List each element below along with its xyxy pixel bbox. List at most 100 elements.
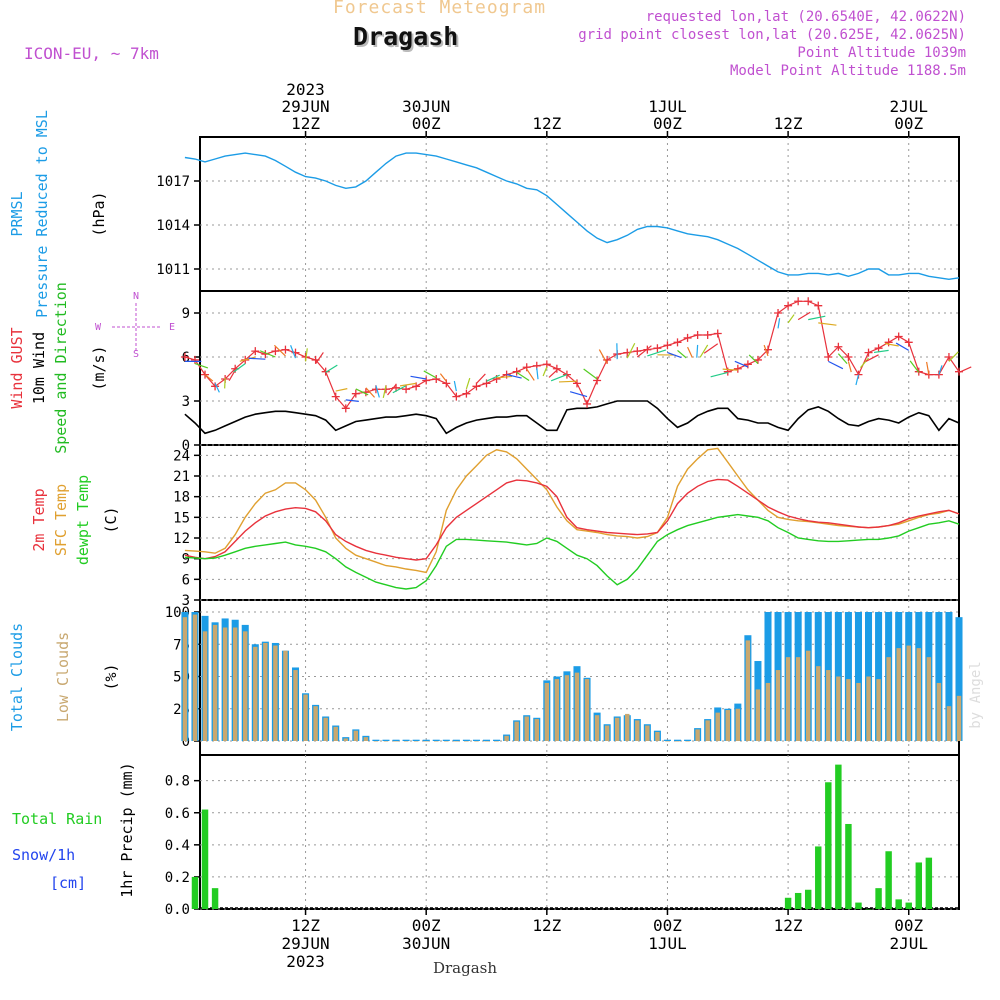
wind-gust-marker [874, 344, 883, 353]
compass-e: E [169, 322, 175, 333]
wind-direction-arrow [583, 368, 598, 380]
precip-tick-label: 0.2 [165, 870, 190, 886]
low-clouds-bar [685, 741, 690, 742]
top-time-label: 00Z [653, 114, 682, 133]
low-clouds-bar [434, 741, 439, 742]
low-clouds-label: Low Clouds [54, 632, 72, 722]
wind-direction-arrow [677, 349, 687, 359]
temp-tick-label: 3 [182, 593, 190, 609]
wind-direction-arrow [647, 349, 667, 357]
station-title: Dragash [353, 22, 459, 51]
wind-direction-arrow [233, 363, 246, 373]
wind-direction-arrow [214, 383, 220, 393]
low-clouds-bar [695, 729, 700, 741]
wind-gust-marker [201, 370, 210, 379]
low-clouds-bar [554, 679, 560, 741]
wind-gust-marker [864, 348, 873, 357]
total-clouds-bar [382, 739, 390, 741]
total-clouds-bar [935, 612, 943, 741]
total-clouds-bar [673, 739, 682, 741]
wind-direction-arrow [273, 344, 286, 357]
top-time-label: 29JUN [281, 97, 329, 116]
wind-direction-arrow [884, 342, 899, 347]
low-clouds-bar [444, 741, 449, 742]
rain-bar [925, 857, 933, 909]
precip-tick-label: 0.6 [165, 806, 190, 822]
total-clouds-bar [462, 739, 470, 741]
low-clouds-bar [755, 689, 761, 741]
low-clouds-bar [383, 741, 389, 742]
rain-bar [865, 909, 872, 910]
rain-bar [784, 897, 792, 909]
wind-gust-marker [331, 392, 340, 401]
wind-direction-arrow [777, 318, 781, 329]
wind-gust-marker [673, 338, 682, 347]
low-clouds-bar [504, 735, 509, 741]
low-clouds-bar [323, 717, 328, 741]
wind-direction-arrow [895, 342, 910, 351]
top-time-label: 2JUL [889, 97, 928, 116]
low-clouds-bar [614, 717, 620, 741]
wind-gust-marker [834, 342, 843, 351]
wind-direction-arrow [763, 344, 769, 357]
wind-direction-arrow [598, 349, 608, 364]
clouds-tick-label: 0 [182, 734, 190, 750]
wind-gust-marker [894, 332, 903, 341]
wind-unit: (m/s) [90, 345, 108, 390]
total-clouds-bar [482, 739, 491, 741]
pressure-tick-label: 1011 [156, 262, 190, 278]
2m-temp-series-line [184, 478, 960, 561]
wind-direction-arrow [423, 370, 437, 379]
wind-direction-arrow [948, 351, 959, 362]
low-clouds-bar [454, 741, 459, 742]
temp-tick-label: 18 [173, 490, 190, 506]
point-altitude: Point Altitude 1039m [797, 45, 966, 61]
precip-tick-label: 0.4 [165, 838, 190, 854]
low-clouds-bar [856, 682, 861, 741]
rain-bar [855, 902, 862, 909]
low-clouds-bar [413, 741, 419, 742]
low-clouds-bar [916, 648, 921, 741]
total-clouds-bar [684, 739, 692, 741]
low-clouds-bar [846, 679, 851, 741]
top-time-label: 12Z [774, 114, 803, 133]
wind-direction-arrow [865, 354, 879, 362]
precip-tick-label: 0.8 [165, 774, 190, 790]
rain-bar [875, 888, 882, 909]
wind-direction-arrow [365, 387, 376, 398]
total-clouds-bar [663, 739, 671, 741]
low-clouds-bar [353, 730, 359, 741]
wind-gust-marker [583, 399, 592, 408]
low-clouds-bar [715, 712, 720, 741]
low-clouds-bar [625, 713, 630, 741]
wind-gust-marker [562, 370, 571, 379]
wind-gust-marker [824, 353, 833, 361]
wind-direction-arrow [569, 391, 588, 398]
bottom-time-label: 00Z [894, 916, 923, 935]
low-clouds-bar [665, 741, 670, 742]
snow-label: Snow/1h [12, 846, 75, 864]
low-clouds-bar [474, 741, 479, 742]
wind-direction-arrow [558, 380, 578, 383]
wind-direction-arrow [375, 385, 380, 398]
low-clouds-bar [373, 741, 379, 742]
total-clouds-bar [372, 739, 380, 741]
wind-gust-marker [593, 376, 602, 385]
low-clouds-bar [785, 657, 791, 741]
rain-bar [835, 764, 842, 909]
wind-label: 10m Wind [30, 332, 48, 404]
temp-frame [199, 444, 960, 601]
rain-bar [211, 888, 219, 909]
wind-gust-marker [703, 331, 712, 339]
wind-direction-arrow [392, 385, 407, 394]
wind-gust-marker [743, 360, 752, 369]
wind-direction-arrow [860, 357, 869, 369]
low-clouds-bar [645, 725, 650, 741]
wind-direction-arrow [526, 368, 535, 381]
wind-gust-marker [402, 385, 411, 394]
low-clouds-bar [423, 741, 429, 742]
temp-dew-label: dewpt Temp [74, 475, 92, 565]
wind-gust-marker [944, 353, 953, 361]
top-time-label: 1JUL [648, 97, 687, 116]
